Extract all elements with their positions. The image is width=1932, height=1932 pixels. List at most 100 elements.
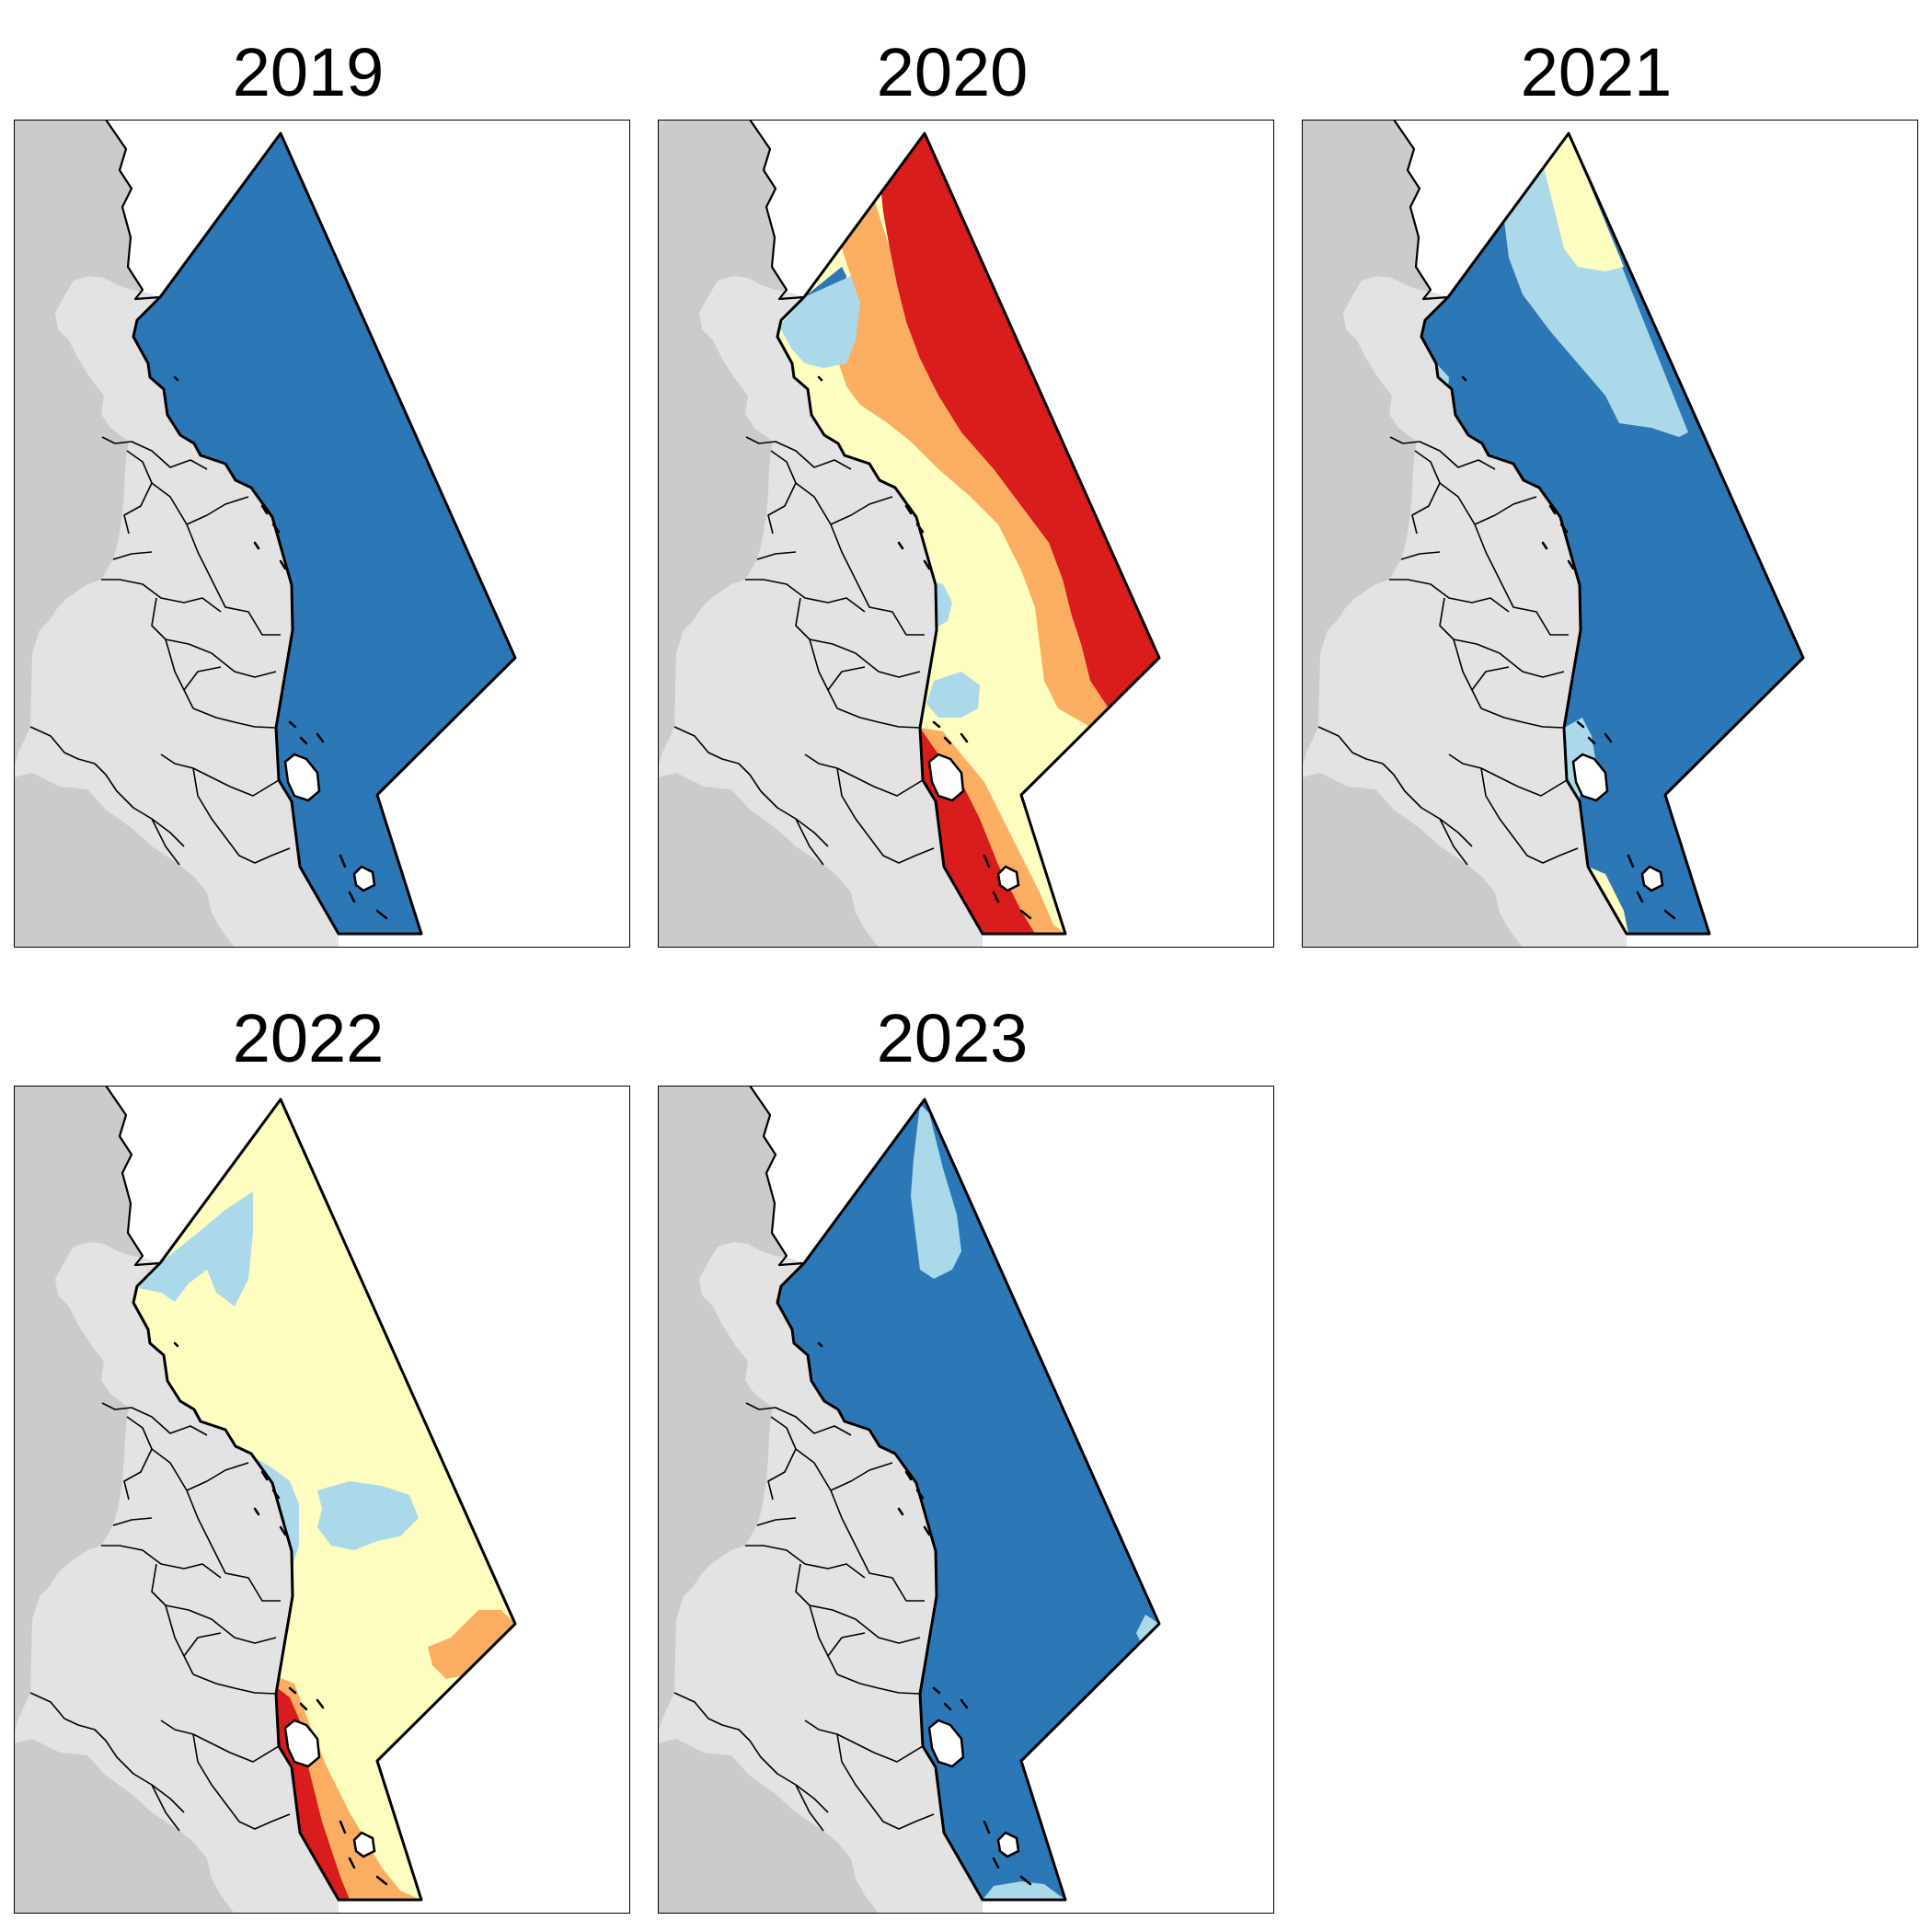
map-panel-2019: [14, 120, 630, 948]
zone-base-fill: [133, 133, 515, 934]
region-boundary: [183, 666, 222, 691]
region-boundary: [1471, 666, 1510, 691]
region-boundary: [1453, 638, 1482, 709]
region-boundary: [827, 1632, 866, 1657]
zone-yellow-north-tip: [1541, 133, 1624, 271]
region-boundary: [836, 1733, 935, 1830]
zone-category-layer: [911, 1104, 1159, 1900]
map-panel-2023: [658, 1086, 1274, 1914]
region-boundary: [745, 1402, 852, 1436]
region-boundary: [151, 1563, 277, 1644]
region-boundary: [830, 1462, 893, 1491]
islet: [348, 891, 356, 903]
zone-light-blue-south-tip: [983, 1881, 1065, 1900]
region-boundary: [160, 1719, 280, 1763]
panel-title-2019: 2019: [233, 34, 385, 110]
region-boundary: [151, 818, 180, 866]
island: [927, 753, 965, 802]
zone-outline: [776, 1098, 1161, 1902]
map-panel-2021: [1302, 120, 1918, 948]
region-boundary: [151, 1784, 180, 1832]
islet: [992, 891, 1000, 903]
region-boundary: [673, 1692, 829, 1813]
region-boundary: [1389, 436, 1496, 470]
region-boundary: [123, 450, 153, 535]
land-region: [14, 1242, 339, 1914]
islet: [817, 375, 823, 382]
islet: [1587, 736, 1596, 745]
region-boundary: [1439, 597, 1565, 678]
panel-title-2020: 2020: [877, 34, 1029, 110]
islet: [983, 1820, 991, 1834]
region-boundary: [151, 1448, 281, 1602]
region-boundary: [101, 436, 208, 470]
region-boundary: [1480, 707, 1565, 729]
land-region: [658, 276, 983, 948]
islet: [348, 1857, 356, 1869]
islet: [904, 504, 913, 515]
islet: [932, 1686, 941, 1695]
zone-outline: [132, 132, 517, 936]
land-region: [658, 1242, 983, 1914]
island: [996, 865, 1020, 892]
region-boundary: [151, 597, 277, 678]
islet: [299, 1702, 308, 1711]
islet: [1461, 375, 1467, 382]
islet: [897, 1507, 904, 1516]
islet: [279, 559, 287, 570]
region-boundary: [745, 436, 852, 470]
region-boundary: [29, 726, 185, 847]
region-boundary: [192, 1673, 277, 1695]
islet: [271, 523, 281, 534]
region-boundary: [186, 1462, 249, 1491]
region-boundary: [160, 753, 280, 797]
island: [352, 865, 376, 892]
islet: [943, 736, 952, 745]
region-boundary: [795, 597, 921, 678]
islet: [1636, 891, 1644, 903]
island: [927, 1719, 965, 1768]
region-boundary: [1439, 818, 1468, 866]
islet: [1019, 909, 1032, 920]
region-boundary: [795, 482, 925, 636]
region-boundary: [795, 1563, 921, 1644]
islet: [1627, 854, 1635, 868]
zone-light-blue-north: [779, 276, 860, 368]
islet: [904, 1470, 913, 1481]
island: [283, 753, 321, 802]
region-boundary: [836, 1673, 921, 1695]
region-boundary: [112, 551, 153, 560]
zone-light-blue-north: [911, 1104, 961, 1279]
zone-light-blue-patch-south: [926, 672, 980, 718]
islet: [1559, 523, 1569, 534]
region-boundary: [804, 1719, 924, 1763]
zone-orange-band: [814, 184, 1109, 727]
region-boundary: [1439, 482, 1569, 636]
islet: [1604, 732, 1613, 743]
region-boundary: [767, 1416, 797, 1501]
island: [1571, 753, 1609, 802]
islet: [173, 375, 179, 382]
region-boundary: [809, 1604, 838, 1675]
region-boundary: [1317, 726, 1473, 847]
region-boundary: [186, 496, 249, 525]
region-boundary: [836, 767, 935, 864]
islet: [1567, 559, 1575, 570]
islet: [960, 1698, 969, 1709]
zone-outline: [776, 132, 1161, 936]
islet: [375, 909, 388, 920]
region-boundary: [745, 579, 866, 613]
islet: [923, 1525, 931, 1536]
islet: [817, 1341, 823, 1348]
region-boundary: [192, 767, 291, 864]
region-boundary: [183, 1632, 222, 1657]
islet: [271, 1489, 281, 1500]
islet: [1019, 1875, 1032, 1886]
islet: [375, 1875, 388, 1886]
map-panel-2020: [658, 120, 1274, 948]
islet: [253, 1507, 260, 1516]
islet: [1663, 909, 1676, 920]
region-boundary: [165, 638, 194, 709]
island: [352, 1831, 376, 1858]
